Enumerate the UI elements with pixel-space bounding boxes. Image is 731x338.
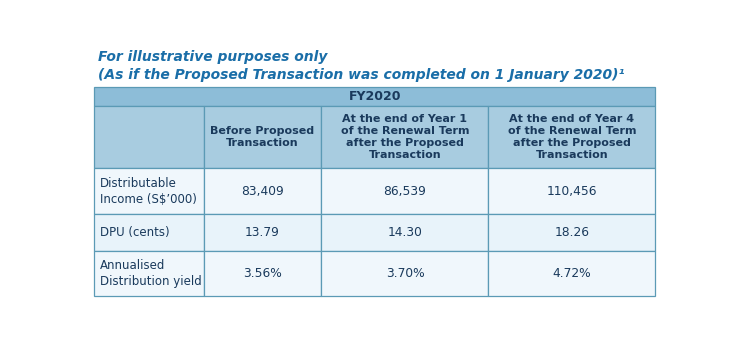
Bar — [488, 106, 655, 168]
Bar — [203, 168, 322, 214]
Text: 110,456: 110,456 — [547, 185, 597, 198]
Text: 14.30: 14.30 — [387, 226, 423, 239]
Text: Annualised
Distribution yield: Annualised Distribution yield — [100, 259, 202, 288]
Text: DPU (cents): DPU (cents) — [100, 226, 170, 239]
Text: 18.26: 18.26 — [554, 226, 589, 239]
Bar — [322, 106, 488, 168]
Text: At the end of Year 4
of the Renewal Term
after the Proposed
Transaction: At the end of Year 4 of the Renewal Term… — [507, 114, 636, 160]
Text: For illustrative purposes only: For illustrative purposes only — [98, 50, 327, 64]
Text: 3.56%: 3.56% — [243, 267, 282, 280]
Text: 83,409: 83,409 — [241, 185, 284, 198]
Bar — [94, 214, 203, 251]
Bar — [94, 168, 203, 214]
Bar — [488, 168, 655, 214]
Text: (As if the Proposed Transaction was completed on 1 January 2020)¹: (As if the Proposed Transaction was comp… — [98, 68, 625, 82]
Text: 86,539: 86,539 — [384, 185, 426, 198]
Bar — [94, 106, 203, 168]
Bar — [203, 106, 322, 168]
Bar — [488, 214, 655, 251]
Text: FY2020: FY2020 — [349, 90, 401, 103]
Bar — [488, 251, 655, 296]
Text: 13.79: 13.79 — [245, 226, 280, 239]
Bar — [94, 88, 655, 106]
Bar — [94, 251, 203, 296]
Text: Before Proposed
Transaction: Before Proposed Transaction — [211, 126, 314, 148]
Text: Distributable
Income (S$’000): Distributable Income (S$’000) — [100, 176, 197, 206]
Text: 4.72%: 4.72% — [553, 267, 591, 280]
Bar — [203, 214, 322, 251]
Text: 3.70%: 3.70% — [386, 267, 424, 280]
Bar — [203, 251, 322, 296]
Text: At the end of Year 1
of the Renewal Term
after the Proposed
Transaction: At the end of Year 1 of the Renewal Term… — [341, 114, 469, 160]
Bar — [322, 214, 488, 251]
Bar — [322, 251, 488, 296]
Bar — [322, 168, 488, 214]
